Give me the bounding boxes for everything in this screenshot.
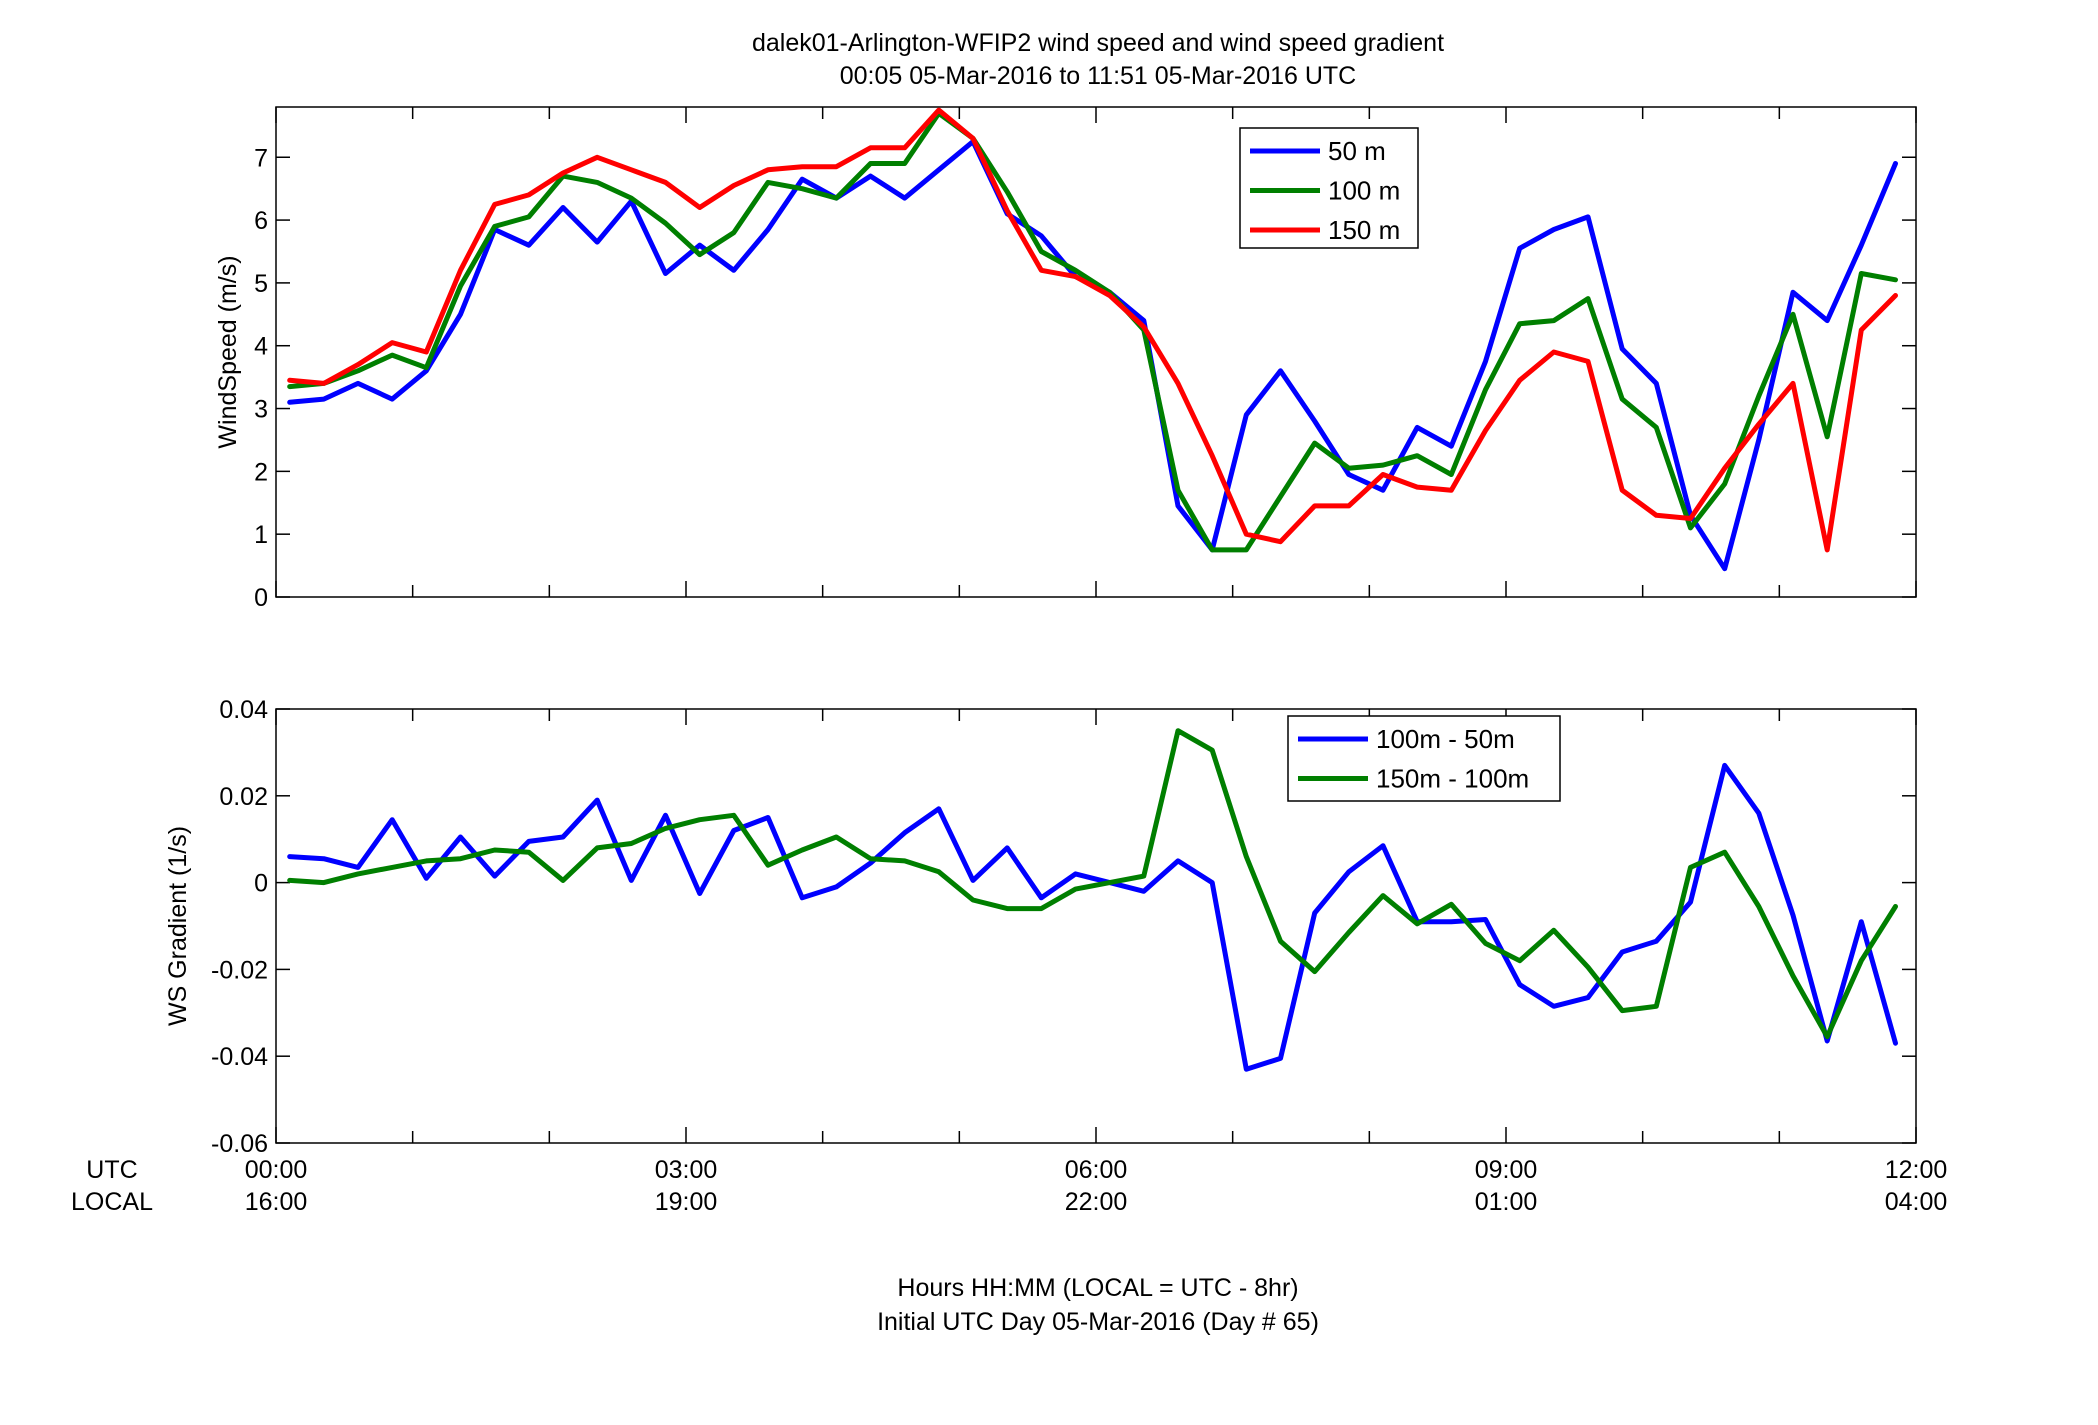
utc-row-label: UTC (86, 1156, 137, 1184)
x-axis-label: Hours HH:MM (LOCAL = UTC - 8hr) (897, 1274, 1298, 1302)
y-tick-label: -0.06 (211, 1130, 268, 1158)
windspeed-panel: 0 1 2 3 4 5 6 7 WindSpeed (m/s) 50 m 100 m 150 m (214, 106, 1917, 612)
gradient-panel: -0.06 -0.04 -0.02 0 0.02 0.04 WS Gradient (1/… (164, 696, 1917, 1158)
local-row-label: LOCAL (71, 1188, 153, 1216)
gradient-y-label: WS Gradient (1/s) (164, 826, 192, 1026)
legend-box (1287, 715, 1561, 802)
x-tick-label-local: 22:00 (1065, 1188, 1128, 1216)
windspeed-legend: 50 m 100 m 150 m (1239, 127, 1419, 249)
y-tick-label: 4 (254, 333, 268, 361)
y-tick-label: -0.02 (211, 956, 268, 984)
x-tick-label-local: 16:00 (245, 1188, 308, 1216)
x-tick-label-utc: 03:00 (655, 1156, 718, 1184)
legend-entry: 150m - 100m (1376, 764, 1529, 794)
y-tick-label: -0.04 (211, 1043, 268, 1071)
y-tick-label: 2 (254, 458, 268, 486)
windspeed-x-axis (275, 107, 1917, 597)
series-line-100m (287, 110, 1898, 553)
series-line-150m (287, 107, 1898, 553)
windspeed-y-axis: 0 1 2 3 4 5 6 7 (254, 144, 1916, 612)
series-line-100m-50m (287, 762, 1898, 1072)
x-tick-label-utc: 00:00 (245, 1156, 308, 1184)
y-tick-label: 6 (254, 207, 268, 235)
legend-entry: 100m - 50m (1376, 724, 1515, 754)
y-tick-label: 0 (254, 584, 268, 612)
y-tick-label: 0.04 (219, 696, 268, 724)
y-tick-label: 3 (254, 396, 268, 424)
legend-entry: 100 m (1328, 176, 1400, 206)
x-axis-sublabel: Initial UTC Day 05-Mar-2016 (Day # 65) (877, 1308, 1319, 1336)
x-tick-label-local: 19:00 (655, 1188, 718, 1216)
y-tick-label: 1 (254, 521, 268, 549)
x-tick-label-local: 04:00 (1885, 1188, 1948, 1216)
x-tick-labels: 00:00 16:00 03:00 19:00 06:00 22:00 09:00 01:00… (245, 1156, 1948, 1216)
x-tick-label-utc: 12:00 (1885, 1156, 1948, 1184)
gradient-y-axis: -0.06 -0.04 -0.02 0 0.02 0.04 (211, 696, 1916, 1158)
chart-title: dalek01-Arlington-WFIP2 wind speed and w… (752, 29, 1444, 57)
y-tick-label: 0 (254, 870, 268, 898)
x-tick-label-utc: 09:00 (1475, 1156, 1538, 1184)
x-tick-label-utc: 06:00 (1065, 1156, 1128, 1184)
legend-entry: 50 m (1328, 136, 1386, 166)
gradient-x-axis (275, 709, 1917, 1143)
y-tick-label: 0.02 (219, 783, 268, 811)
x-tick-label-local: 01:00 (1475, 1188, 1538, 1216)
gradient-plot-area (275, 708, 1917, 1144)
chart-subtitle: 00:05 05-Mar-2016 to 11:51 05-Mar-2016 U… (840, 62, 1356, 90)
windspeed-y-label: WindSpeed (m/s) (214, 255, 242, 448)
legend-entry: 150 m (1328, 215, 1400, 245)
gradient-legend: 100m - 50m 150m - 100m (1287, 715, 1561, 802)
windspeed-plot-area (275, 106, 1917, 598)
gradient-series (287, 728, 1898, 1072)
series-line-150m-100m (287, 728, 1898, 1040)
windspeed-series (287, 107, 1898, 572)
y-tick-label: 5 (254, 270, 268, 298)
y-tick-label: 7 (254, 144, 268, 172)
